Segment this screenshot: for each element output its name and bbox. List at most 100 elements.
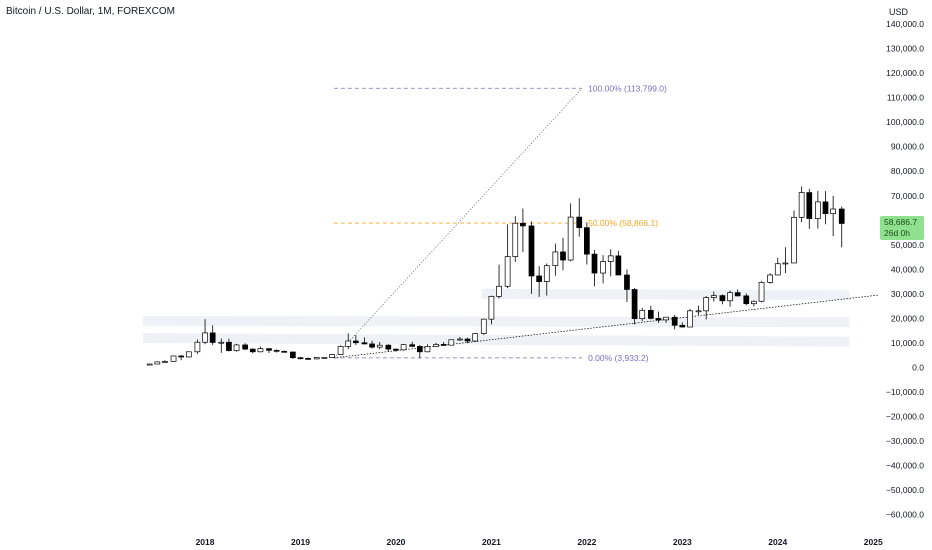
fib-level-label: 0.00% (3,933.2) xyxy=(588,353,649,363)
candle-up xyxy=(512,222,519,257)
time-tick-label: 2025 xyxy=(864,537,883,547)
currency-label[interactable]: USD xyxy=(889,7,909,17)
candle-up xyxy=(703,297,710,312)
candle-up xyxy=(552,251,559,267)
time-tick-label: 2021 xyxy=(482,537,501,547)
candle-up xyxy=(185,351,192,358)
price-tick-label: 100,000.0 xyxy=(886,117,924,127)
candle-up xyxy=(543,265,550,282)
candle-down xyxy=(464,338,471,342)
candle-up xyxy=(663,316,669,321)
candle-up xyxy=(774,263,781,276)
price-tick-label: 0.0 xyxy=(912,363,924,373)
support-zone xyxy=(481,288,850,301)
candle-up xyxy=(695,310,702,313)
candle-up xyxy=(496,285,502,297)
price-axis[interactable]: 140,000.0 130,000.0 120,000.0 110,000.0 100,… xyxy=(886,19,924,520)
candle-down xyxy=(297,357,304,360)
candle-down xyxy=(679,324,686,328)
candle-down xyxy=(734,292,741,297)
candle-up xyxy=(313,357,320,360)
price-tick-label: 40,000.0 xyxy=(891,264,924,274)
support-zone xyxy=(143,315,850,328)
price-tick-label: −30,000.0 xyxy=(886,436,924,446)
bar-countdown: 26d 0h xyxy=(884,228,910,238)
candle-up xyxy=(448,339,455,346)
candle-up xyxy=(639,309,646,320)
candle-down xyxy=(273,349,280,352)
candle-up xyxy=(424,346,431,353)
candle-down xyxy=(560,251,566,261)
candle-down xyxy=(822,201,829,215)
candle-down xyxy=(281,350,288,353)
candle-down xyxy=(536,275,542,282)
price-tick-label: 90,000.0 xyxy=(891,142,924,152)
candle-up xyxy=(767,274,773,283)
candle-down xyxy=(806,192,813,219)
price-tick-label: 140,000.0 xyxy=(886,19,924,29)
candle-down xyxy=(249,348,256,353)
candle-down xyxy=(369,343,375,348)
candle-up xyxy=(567,216,574,261)
time-tick-label: 2019 xyxy=(291,537,310,547)
last-price-value: 58,686.7 xyxy=(884,217,918,227)
candle-up xyxy=(727,292,733,302)
candle-down xyxy=(393,348,399,351)
candle-down xyxy=(591,253,598,274)
candle-up xyxy=(782,262,789,265)
candle-down xyxy=(361,342,368,345)
candle-down xyxy=(655,318,662,321)
candle-up xyxy=(154,361,161,365)
time-tick-label: 2024 xyxy=(768,537,787,547)
candle-down xyxy=(528,225,535,277)
trendline xyxy=(333,294,879,359)
candle-up xyxy=(798,192,805,218)
price-tick-label: 20,000.0 xyxy=(891,313,924,323)
candle-down xyxy=(520,222,526,227)
candle-up xyxy=(194,341,201,353)
candle-down xyxy=(743,295,750,305)
price-tick-label: −20,000.0 xyxy=(886,412,924,422)
trend-layer xyxy=(333,294,879,359)
candle-up xyxy=(472,333,479,342)
candle-up xyxy=(791,216,797,264)
fib-level-label: 50.00% (58,866.1) xyxy=(588,218,658,228)
candle-up xyxy=(400,344,407,351)
candle-up xyxy=(345,340,352,347)
candle-down xyxy=(615,255,622,276)
candle-down xyxy=(178,355,185,358)
price-tick-label: 10,000.0 xyxy=(891,338,924,348)
price-tick-label: −60,000.0 xyxy=(886,510,924,520)
time-tick-label: 2020 xyxy=(386,537,405,547)
candle-up xyxy=(329,354,335,358)
candle-down xyxy=(576,216,583,228)
candle-up xyxy=(751,300,757,305)
price-tick-label: 70,000.0 xyxy=(891,191,924,201)
price-tick-label: 120,000.0 xyxy=(886,68,924,78)
candle-down xyxy=(584,227,590,255)
candle-down xyxy=(624,274,630,290)
candle-down xyxy=(353,340,359,344)
candle-up xyxy=(146,363,153,366)
candle-down xyxy=(242,344,248,350)
fib-trend-diagonal xyxy=(333,88,583,359)
candle-up xyxy=(830,208,836,215)
candle-down xyxy=(305,358,311,360)
time-axis[interactable]: 201820192020202120222023202420252026 xyxy=(196,537,932,547)
time-tick-label: 2018 xyxy=(196,537,215,547)
candle-down xyxy=(290,351,296,359)
candle-up xyxy=(600,261,606,274)
candle-down xyxy=(671,316,678,326)
candle-up xyxy=(607,255,614,262)
zones-layer xyxy=(143,288,850,347)
candle-up xyxy=(504,256,511,287)
candle-down xyxy=(631,289,638,320)
price-tick-label: −40,000.0 xyxy=(886,461,924,471)
candle-down xyxy=(719,295,726,302)
time-tick-label: 2022 xyxy=(577,537,596,547)
price-tick-label: 80,000.0 xyxy=(891,166,924,176)
candles-layer xyxy=(146,186,845,366)
candle-down xyxy=(266,348,272,351)
support-zone xyxy=(143,333,850,347)
